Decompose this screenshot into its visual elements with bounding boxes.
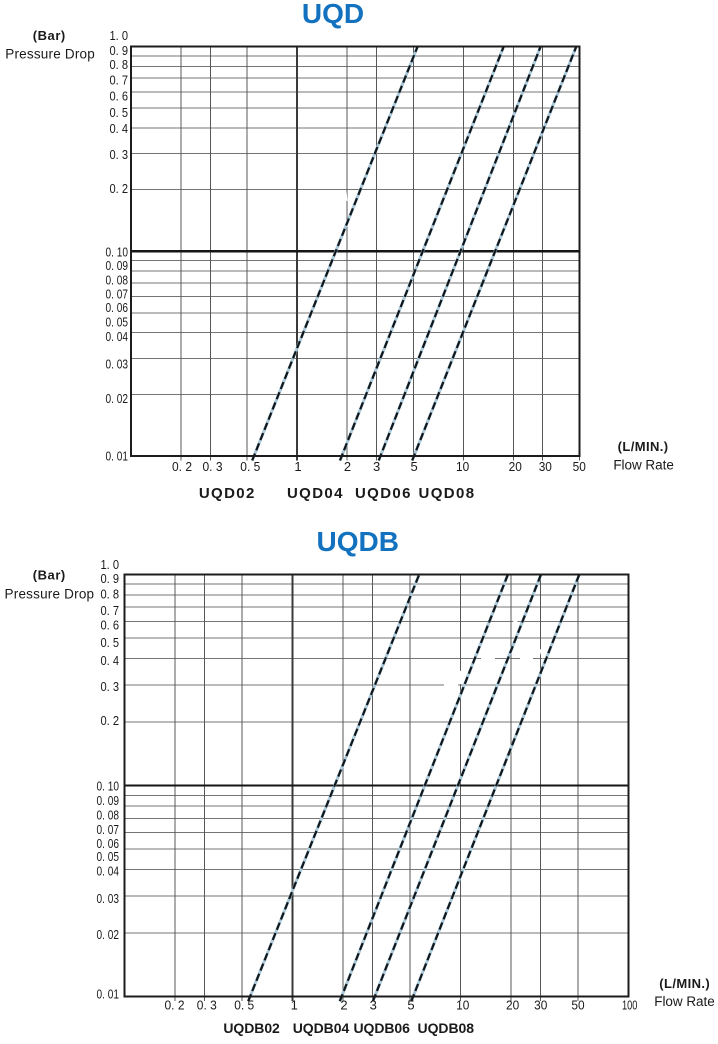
svg-text:0. 02: 0. 02 bbox=[97, 927, 120, 942]
svg-text:0. 5: 0. 5 bbox=[234, 998, 254, 1013]
svg-text:UQDB08: UQDB08 bbox=[418, 1020, 475, 1036]
svg-text:(Bar): (Bar) bbox=[33, 568, 66, 583]
svg-text:0. 2: 0. 2 bbox=[172, 459, 192, 474]
svg-text:UQDB06: UQDB06 bbox=[353, 1020, 410, 1036]
svg-text:0. 3: 0. 3 bbox=[197, 998, 217, 1013]
svg-text:0. 5: 0. 5 bbox=[240, 459, 260, 474]
svg-text:0. 5: 0. 5 bbox=[110, 105, 129, 120]
svg-text:0. 01: 0. 01 bbox=[106, 449, 129, 464]
svg-text:Pressure Drop: Pressure Drop bbox=[5, 47, 95, 62]
svg-text:UQD: UQD bbox=[302, 0, 364, 29]
svg-text:0. 3: 0. 3 bbox=[110, 147, 129, 162]
svg-text:0. 08: 0. 08 bbox=[97, 808, 120, 823]
svg-text:3: 3 bbox=[373, 459, 380, 474]
svg-text:0. 3: 0. 3 bbox=[203, 459, 223, 474]
svg-text:0. 7: 0. 7 bbox=[101, 603, 120, 618]
svg-text:10: 10 bbox=[456, 459, 469, 474]
svg-text:1: 1 bbox=[291, 998, 298, 1013]
svg-text:5: 5 bbox=[410, 459, 417, 474]
svg-text:0. 6: 0. 6 bbox=[101, 618, 120, 633]
svg-text:(L/MIN.): (L/MIN.) bbox=[659, 976, 710, 991]
svg-text:Flow Rate: Flow Rate bbox=[613, 458, 674, 473]
svg-text:0. 05: 0. 05 bbox=[97, 849, 120, 864]
svg-text:0. 04: 0. 04 bbox=[97, 864, 120, 879]
svg-text:0. 04: 0. 04 bbox=[106, 329, 129, 344]
svg-text:UQD08: UQD08 bbox=[419, 485, 475, 502]
svg-text:0. 03: 0. 03 bbox=[106, 357, 129, 372]
svg-text:(L/MIN.): (L/MIN.) bbox=[618, 439, 669, 454]
svg-text:0. 02: 0. 02 bbox=[106, 391, 129, 406]
svg-text:0. 06: 0. 06 bbox=[106, 300, 129, 315]
svg-text:50: 50 bbox=[573, 459, 586, 474]
svg-text:0. 10: 0. 10 bbox=[97, 779, 120, 794]
svg-text:0. 4: 0. 4 bbox=[110, 121, 129, 136]
svg-text:0. 09: 0. 09 bbox=[97, 793, 120, 808]
svg-text:UQDB02: UQDB02 bbox=[223, 1020, 280, 1036]
svg-text:0. 5: 0. 5 bbox=[101, 635, 120, 650]
svg-text:2: 2 bbox=[340, 998, 347, 1013]
svg-text:0. 7: 0. 7 bbox=[110, 73, 129, 88]
svg-text:50: 50 bbox=[571, 998, 584, 1013]
svg-text:0. 4: 0. 4 bbox=[101, 653, 120, 668]
svg-text:5: 5 bbox=[407, 998, 414, 1013]
svg-text:2: 2 bbox=[344, 459, 351, 474]
svg-text:0. 8: 0. 8 bbox=[101, 587, 120, 602]
svg-text:0. 8: 0. 8 bbox=[110, 57, 129, 72]
svg-text:20: 20 bbox=[506, 998, 519, 1013]
svg-text:0. 01: 0. 01 bbox=[97, 987, 120, 1002]
svg-text:0. 3: 0. 3 bbox=[101, 679, 120, 694]
svg-text:0. 2: 0. 2 bbox=[101, 713, 120, 728]
svg-text:(Bar): (Bar) bbox=[33, 28, 66, 43]
svg-text:30: 30 bbox=[534, 998, 547, 1013]
svg-text:0. 09: 0. 09 bbox=[106, 258, 129, 273]
svg-text:0. 03: 0. 03 bbox=[97, 891, 120, 906]
svg-text:Pressure Drop: Pressure Drop bbox=[5, 587, 95, 602]
svg-text:0. 05: 0. 05 bbox=[106, 315, 129, 330]
svg-text:Flow Rate: Flow Rate bbox=[654, 994, 715, 1009]
svg-text:UQD02: UQD02 bbox=[199, 485, 255, 502]
svg-text:0. 6: 0. 6 bbox=[110, 89, 129, 104]
svg-text:UQD04: UQD04 bbox=[287, 485, 343, 502]
svg-text:3: 3 bbox=[370, 998, 377, 1013]
svg-text:UQD06: UQD06 bbox=[355, 485, 411, 502]
svg-text:100: 100 bbox=[622, 998, 638, 1013]
svg-text:UQDB: UQDB bbox=[316, 526, 398, 557]
svg-text:0. 9: 0. 9 bbox=[110, 43, 129, 58]
svg-text:0. 2: 0. 2 bbox=[110, 181, 129, 196]
svg-text:UQDB04: UQDB04 bbox=[293, 1020, 350, 1036]
svg-text:1: 1 bbox=[294, 459, 301, 474]
svg-text:1. 0: 1. 0 bbox=[101, 557, 120, 572]
svg-text:20: 20 bbox=[509, 459, 522, 474]
svg-text:0. 2: 0. 2 bbox=[165, 998, 185, 1013]
svg-text:30: 30 bbox=[539, 459, 552, 474]
svg-text:10: 10 bbox=[456, 998, 469, 1013]
svg-text:0. 08: 0. 08 bbox=[106, 272, 129, 287]
svg-text:1. 0: 1. 0 bbox=[110, 28, 129, 43]
svg-text:0. 9: 0. 9 bbox=[101, 571, 120, 586]
